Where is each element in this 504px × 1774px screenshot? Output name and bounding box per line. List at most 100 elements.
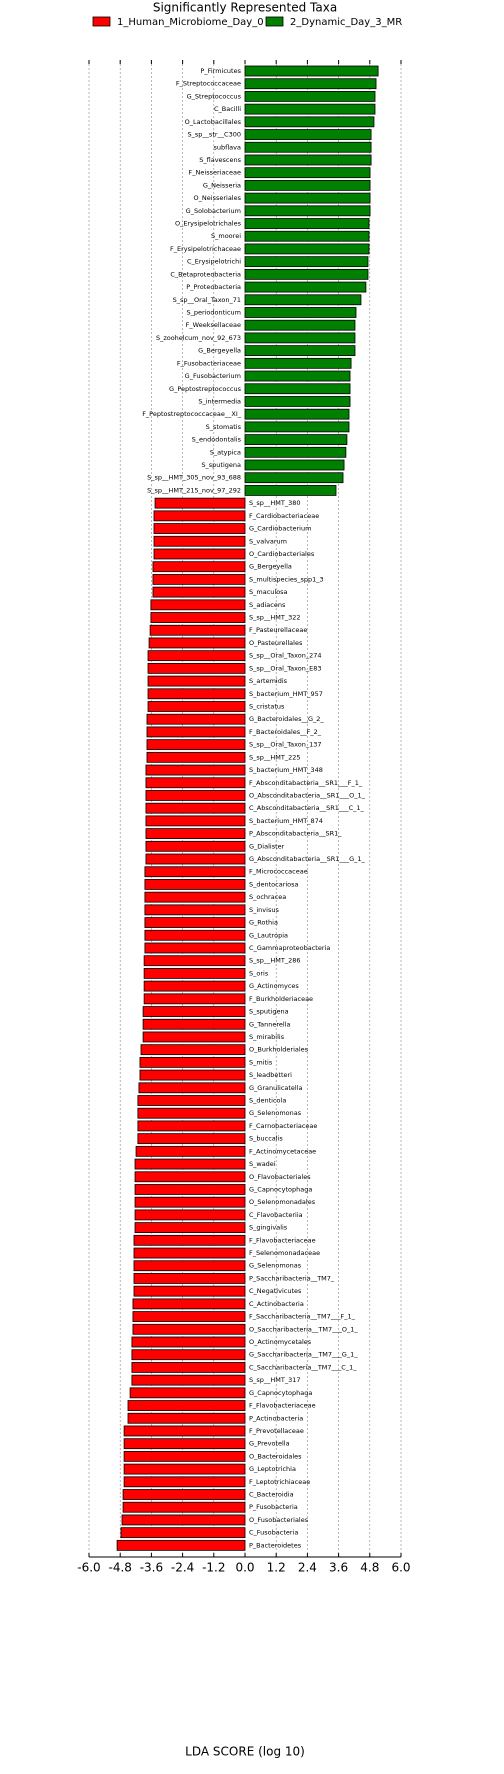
bar [142,1006,246,1017]
bar-label: S_intermedia [198,397,241,405]
bar [129,1387,246,1399]
bar-label: S_sp__HMT_305_nov_93_688 [147,474,241,482]
bar [244,345,356,357]
bar [144,929,246,941]
bar-label: O_Burkholderiales [249,1046,309,1054]
bar-label: O_Actinomycetales [249,1338,312,1346]
bar [244,396,351,407]
bar-label: G_Selenomonas [249,1109,302,1117]
bar-label: S_bacterium_HMT_874 [249,817,323,825]
bar-label: F_Pasteurellaceae [249,626,307,634]
bar-label: C_Saccharibacteria__TM7___C_1_ [249,1363,357,1371]
bar [244,179,371,191]
bar-label: S_maculosa [249,588,288,596]
bar [244,421,350,433]
bar [154,497,246,509]
bar-label: C_Fusobacteria [249,1529,298,1537]
bar [244,65,379,77]
bar-label: G_Tannerella [249,1020,291,1028]
bar [144,942,246,954]
bar-label: S_sp__HMT_322 [249,614,301,622]
bar [137,1107,246,1119]
legend-swatch [265,16,284,27]
chart-title: Significantly Represented Taxa [153,1,337,15]
bar-label: S_sputigena [249,1008,289,1016]
bar-label: G_Lautropia [249,931,288,939]
x-tick-label: -4.8 [108,1561,131,1575]
bar [121,1514,246,1526]
bar [244,192,371,204]
legend-label: 1_Human_Microbiome_Day_0 [117,17,264,28]
bar [127,1412,246,1424]
bar-label: S_sp__Oral_Taxon_274 [249,652,322,660]
bar-label: P_Fusobacteria [249,1503,298,1511]
bar [140,1044,246,1056]
bar-label: G_Solobacterium [186,207,241,215]
bar [135,1145,246,1157]
x-axis-label: LDA SCORE (log 10) [185,1745,305,1759]
bar-label: G_Selenomonas [249,1262,302,1270]
bar-label: S_atypica [210,448,241,456]
bar [244,459,345,471]
bar [146,751,246,763]
bar-label: S_wadei [249,1160,276,1168]
bar-label: S_bacterium_HMT_957 [249,690,323,698]
bar-label: O_Cardiobacteriales [249,550,315,558]
bar [244,485,337,496]
bar-label: F_Bacteroidales__F_2_ [249,728,322,736]
bar [116,1539,246,1551]
bar-label: S_flavescens [199,156,241,164]
bar-label: C_Negativicutes [249,1287,302,1295]
bar-label: S_stomatis [206,423,242,431]
bar-label: C_Bacteroidia [249,1491,294,1499]
bar [134,1171,246,1183]
x-tick-label: -6.0 [77,1561,100,1575]
bar [244,383,351,395]
bar [142,1031,246,1043]
x-tick-label: 4.8 [360,1561,379,1575]
bar [134,1222,246,1234]
bar [138,1082,246,1094]
bar [132,1311,246,1322]
bar-label: G_Actinomyces [249,982,299,990]
bar-label: P_Absconditabacteria__SR1_ [249,830,342,838]
bar-label: S_moorei [211,232,241,240]
bar-label: P_Actinobacteria [249,1414,303,1422]
bar [143,955,246,967]
bar-label: S_denticola [249,1097,286,1105]
bar [133,1234,246,1246]
x-tick-label: 3.6 [329,1561,348,1575]
bar-label: O_Lactobacillales [185,118,242,126]
bar-label: F_Selenomonadaceae [249,1249,320,1257]
bar-label: S_artemidis [249,677,288,685]
bar-label: S_bacterium_HMT_348 [249,766,323,774]
bar-label: S_mitis [249,1058,273,1066]
bar [244,434,348,445]
bar [145,790,246,801]
bar-label: P_Proteobacteria [186,283,241,291]
bar-label: S_leadbetteri [249,1071,292,1079]
bar [244,116,375,128]
bar [120,1527,246,1539]
bar [132,1323,246,1335]
bar-label: G_Capnocytophaga [249,1389,312,1397]
bar [152,574,246,585]
bar [244,256,369,268]
bar-label: C_Flavobacteriia [249,1211,303,1219]
bar [142,1018,246,1030]
bar-label: G_Bacteroidales__G_2_ [249,715,324,723]
bar-label: S_multispecies_spp1_3 [249,575,324,583]
bar-label: P_Bacteroidetes [249,1541,302,1549]
bar [146,726,246,738]
bar-label: C_Bacilli [214,105,241,113]
bar [244,218,370,229]
bar [150,612,246,623]
bar-label: S_valvarum [249,537,287,545]
bar [244,370,351,382]
bar [244,129,372,140]
bar [150,599,246,611]
bar [244,319,356,331]
bar [133,1285,246,1297]
bar [244,103,376,115]
bar [146,739,246,751]
